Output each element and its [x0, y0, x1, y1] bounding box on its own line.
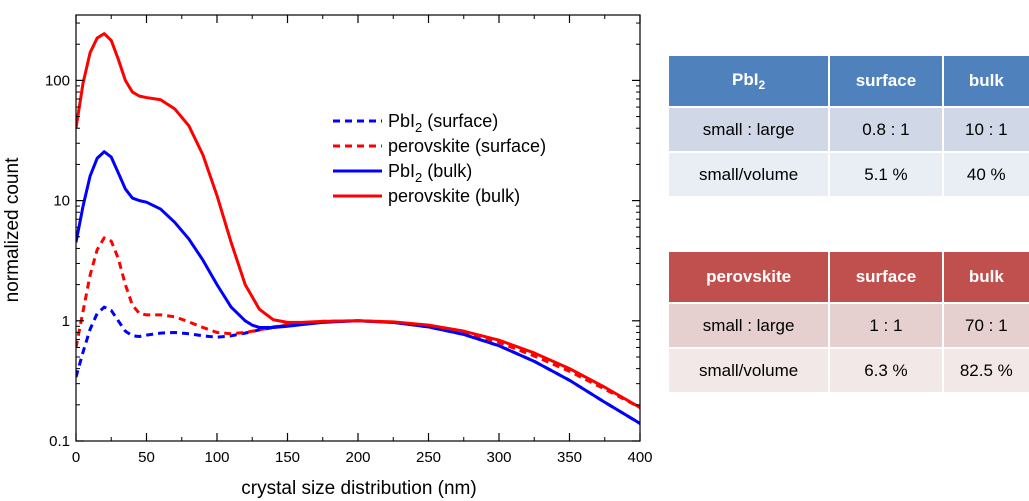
series-line-3	[76, 32, 640, 409]
legend-tail: (surface)	[470, 136, 546, 156]
legend-tail: (surface)	[422, 111, 498, 131]
table-row: small : large 0.8 : 1 10 : 1	[669, 106, 1029, 151]
x-tick-label: 250	[416, 449, 441, 466]
legend-label: perovskite (surface)	[388, 136, 546, 156]
legend-label: PbI2 (bulk)	[388, 161, 472, 185]
legend-label: PbI2 (surface)	[388, 111, 498, 135]
table-row: small : large 1 : 1 70 : 1	[669, 302, 1029, 347]
table-cell: 70 : 1	[941, 302, 1029, 347]
header-label: PbI	[732, 70, 759, 89]
series-line-1	[76, 236, 640, 409]
header-subscript: 2	[758, 78, 766, 92]
legend-subscript: 2	[415, 170, 422, 185]
legend-name: perovskite	[388, 186, 470, 206]
y-tick-label: 100	[45, 72, 70, 89]
table-cell: 1 : 1	[828, 302, 942, 347]
x-tick-label: 200	[345, 449, 370, 466]
table-cell: small : large	[669, 106, 829, 151]
x-tick-label: 300	[486, 449, 511, 466]
table-cell: 10 : 1	[941, 106, 1029, 151]
table-cell: 40 %	[941, 151, 1029, 196]
table-cell: 0.8 : 1	[828, 106, 942, 151]
x-tick-label: 350	[557, 449, 582, 466]
y-tick-label: 10	[53, 193, 70, 210]
legend-label: perovskite (bulk)	[388, 186, 520, 206]
table-header-surface: surface	[828, 56, 942, 106]
legend: PbI2 (surface)perovskite (surface)PbI2 (…	[333, 111, 546, 206]
table-row: small/volume 6.3 % 82.5 %	[669, 347, 1029, 392]
table-row: small/volume 5.1 % 40 %	[669, 151, 1029, 196]
table-header-bulk: bulk	[941, 56, 1029, 106]
legend-name: PbI	[388, 111, 415, 131]
x-tick-label: 150	[275, 449, 300, 466]
legend-tail: (bulk)	[470, 186, 520, 206]
x-tick-label: 0	[72, 449, 80, 466]
table-cell: 6.3 %	[828, 347, 942, 392]
table-header-surface: surface	[828, 252, 942, 302]
table-header-pbi2: PbI2	[669, 56, 829, 106]
plot-frame	[75, 14, 641, 442]
x-tick-label: 50	[138, 449, 155, 466]
series-line-2	[76, 150, 640, 425]
table-cell: small/volume	[669, 151, 829, 196]
x-axis-label: crystal size distribution (nm)	[241, 478, 476, 499]
table-header-perovskite: perovskite	[669, 252, 829, 302]
table-header-row: PbI2 surface bulk	[669, 56, 1029, 106]
table-cell: 5.1 %	[828, 151, 942, 196]
table-cell: 82.5 %	[941, 347, 1029, 392]
table-cell: small/volume	[669, 347, 829, 392]
table-header-bulk: bulk	[941, 252, 1029, 302]
series-layer	[76, 32, 640, 425]
legend-name: perovskite	[388, 136, 470, 156]
y-tick-label: 0.1	[49, 433, 70, 450]
pbi2-table: PbI2 surface bulk small : large 0.8 : 1 …	[669, 56, 1029, 196]
x-tick-label: 400	[627, 449, 652, 466]
axes-layer: 0 50 100 150 200 250 300 350 400 0.1 1 10 100	[45, 14, 653, 466]
perovskite-table: perovskite surface bulk small : large 1 …	[669, 252, 1029, 392]
y-tick-label: 1	[62, 313, 70, 330]
legend-subscript: 2	[415, 120, 422, 135]
y-axis-label: normalized count	[2, 157, 23, 302]
legend-tail: (bulk)	[422, 161, 472, 181]
table-header-row: perovskite surface bulk	[669, 252, 1029, 302]
x-tick-label: 100	[204, 449, 229, 466]
legend-name: PbI	[388, 161, 415, 181]
table-cell: small : large	[669, 302, 829, 347]
